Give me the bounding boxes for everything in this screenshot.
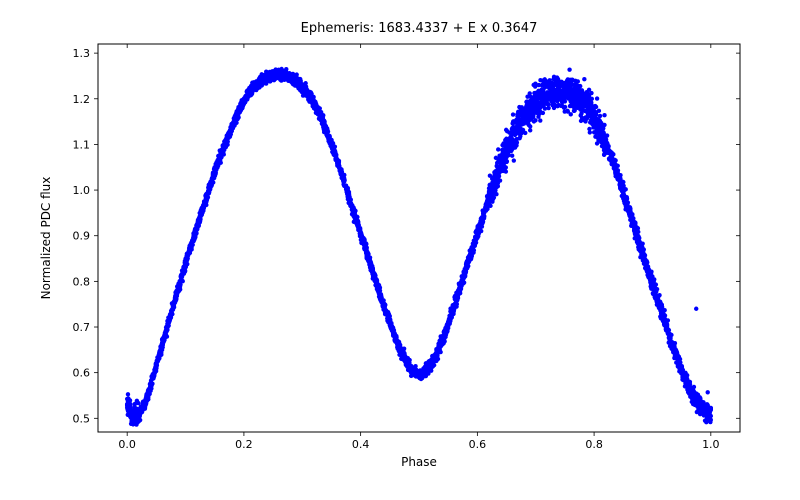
y-axis-label: Normalized PDC flux xyxy=(39,177,53,300)
y-tick-label: 1.3 xyxy=(73,47,91,60)
outlier-point xyxy=(543,78,547,82)
outlier-point xyxy=(694,307,698,311)
plot-container: 0.0 0.2 0.4 0.6 0.8 1.0 0.5 0.6 0.7 0.8 0.9 1.0 1.1 1… xyxy=(0,0,800,500)
y-tick-label: 0.9 xyxy=(73,230,91,243)
y-tick-label: 0.5 xyxy=(73,412,91,425)
x-tick-label: 1.0 xyxy=(702,438,720,451)
y-tick-label: 0.6 xyxy=(73,367,91,380)
y-tick-label: 0.8 xyxy=(73,275,91,288)
x-tick-label: 0.2 xyxy=(235,438,253,451)
y-tick-label: 0.7 xyxy=(73,321,91,334)
chart-title: Ephemeris: 1683.4337 + E x 0.3647 xyxy=(301,21,538,36)
x-tick-label: 0.6 xyxy=(469,438,487,451)
light-curve-chart: 0.0 0.2 0.4 0.6 0.8 1.0 0.5 0.6 0.7 0.8 0.9 1.0 1.1 1… xyxy=(0,0,800,500)
y-tick-label: 1.1 xyxy=(73,138,91,151)
x-tick-label: 0.0 xyxy=(118,438,136,451)
y-tick-label: 1.2 xyxy=(73,93,91,106)
y-tick-label: 1.0 xyxy=(73,184,91,197)
x-tick-label: 0.4 xyxy=(352,438,370,451)
x-axis-label: Phase xyxy=(401,455,437,469)
x-tick-label: 0.8 xyxy=(585,438,603,451)
